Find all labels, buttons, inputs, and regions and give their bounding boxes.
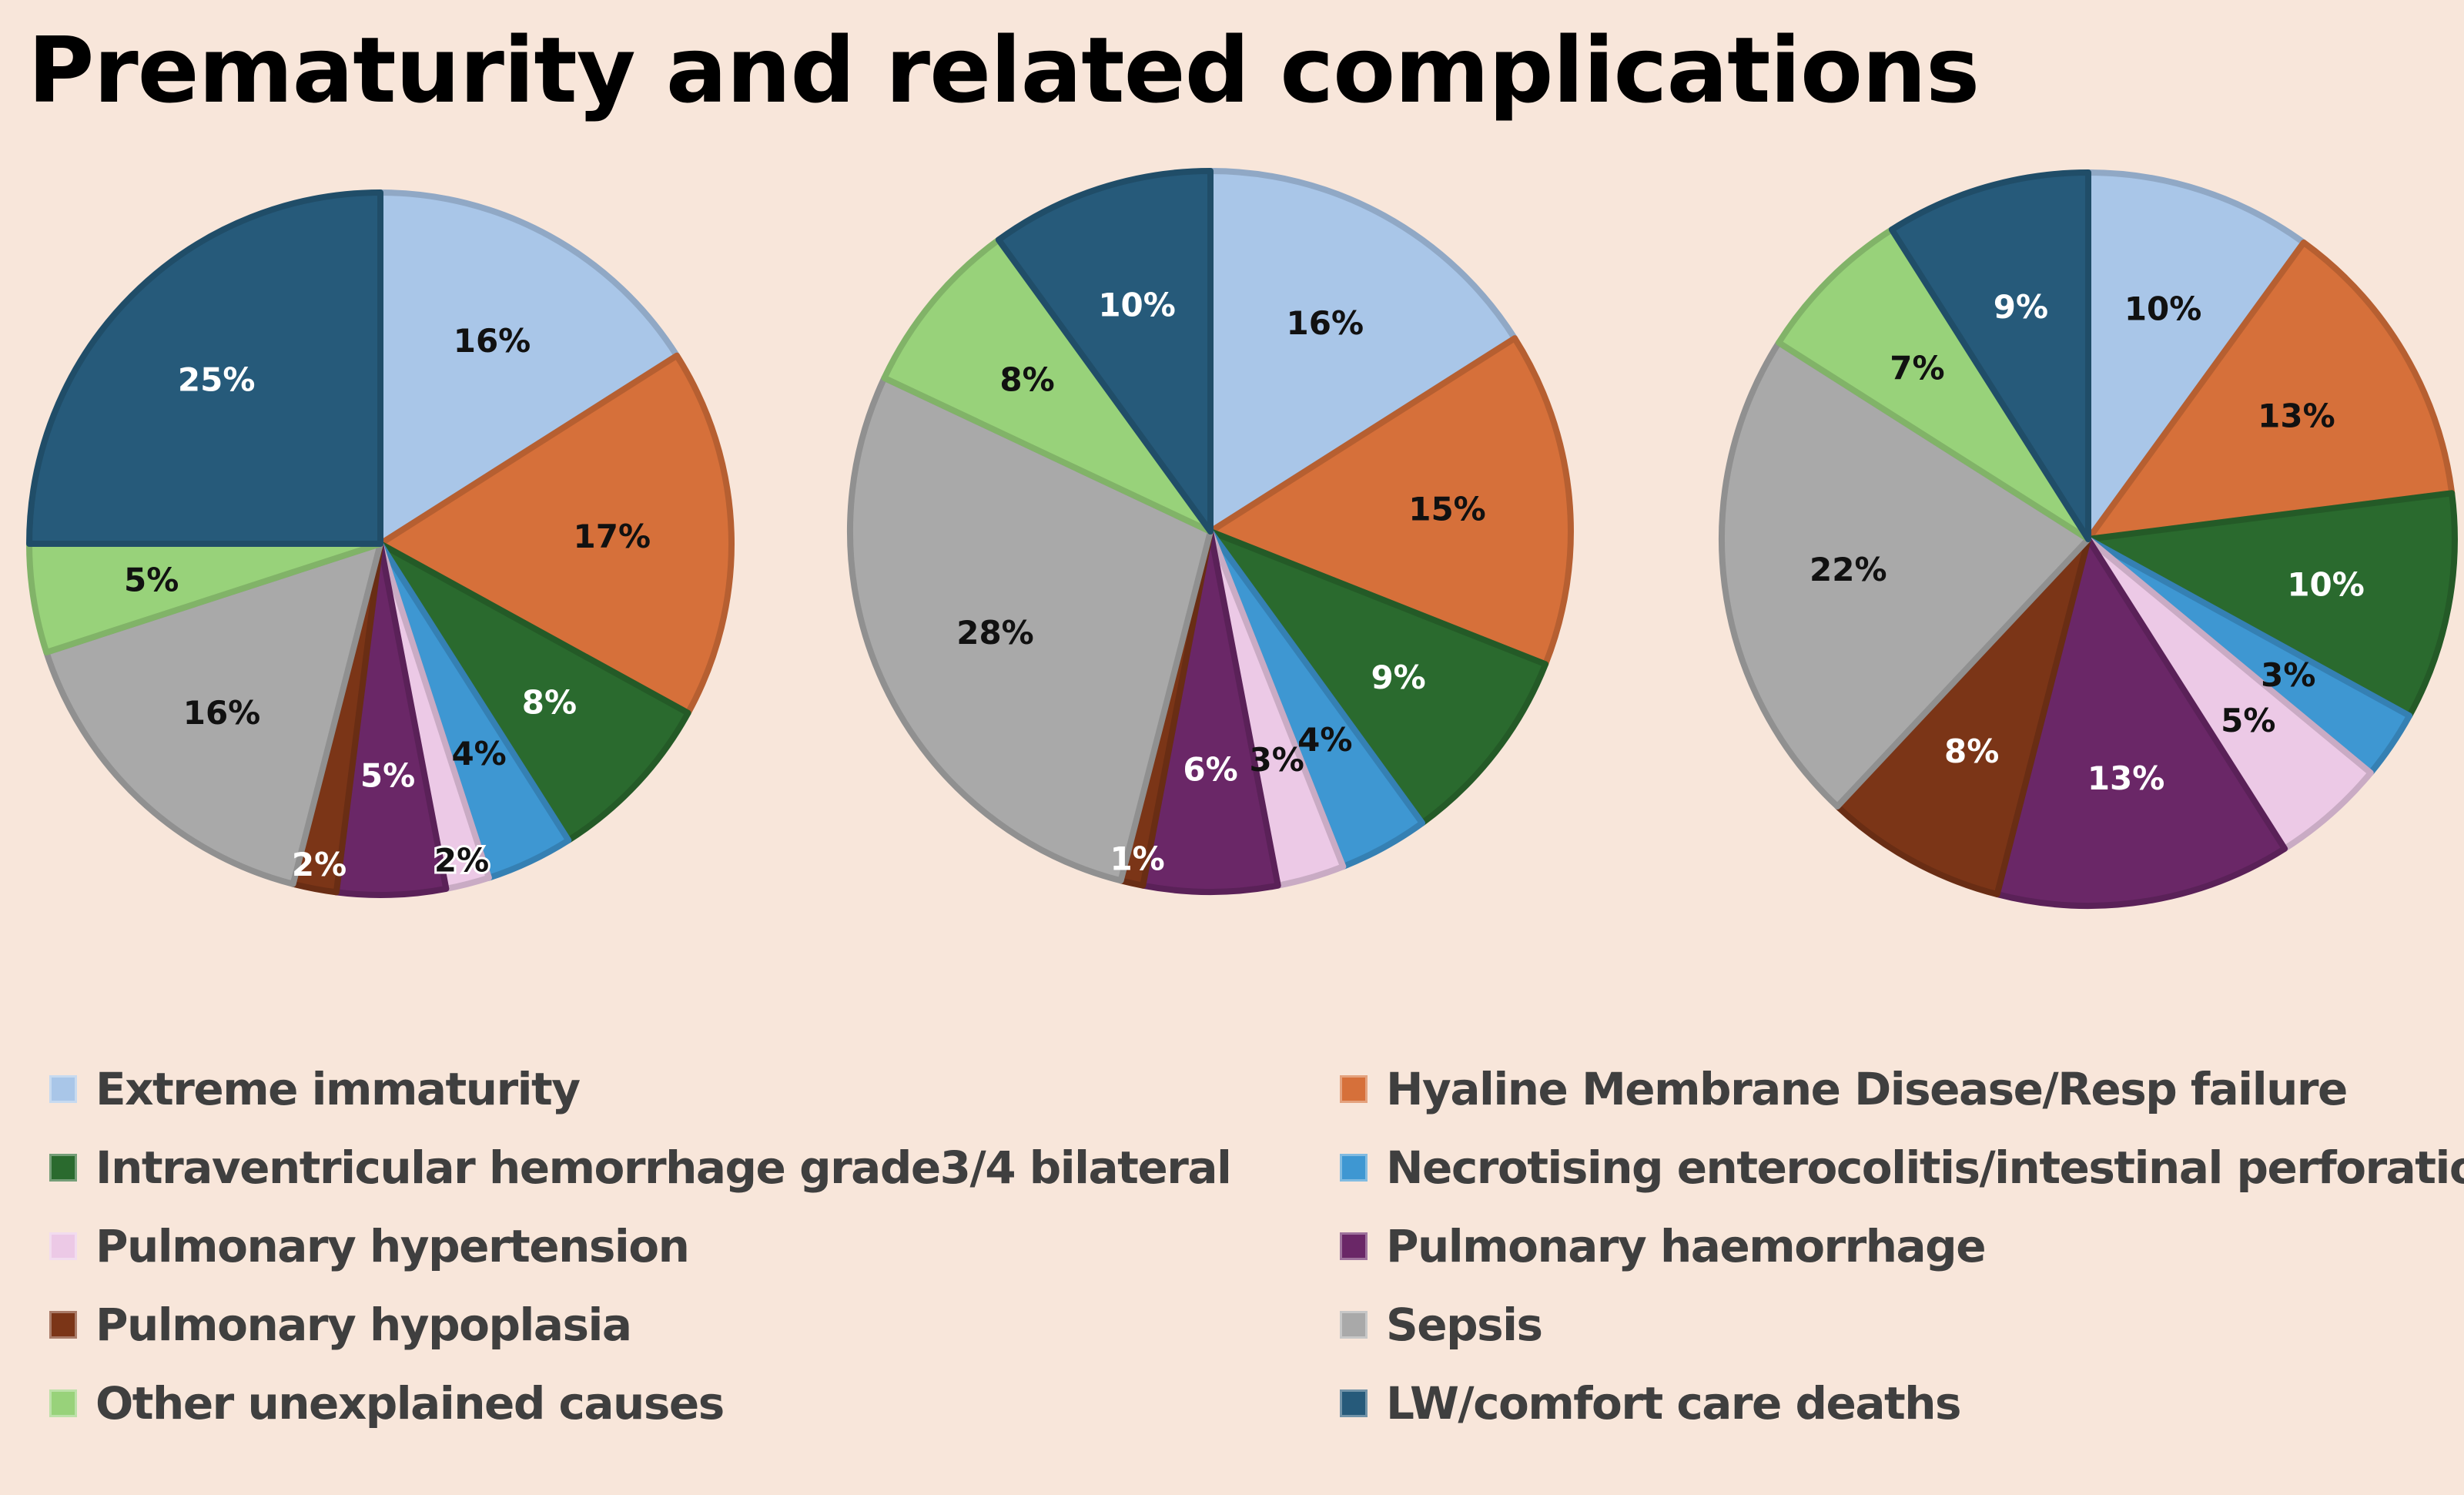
legend-swatch <box>49 1311 77 1339</box>
pie-slice <box>377 189 680 547</box>
pie-charts: 16%17%8%4%2%5%2%16%5%25%16%15%9%4%3%6%1%… <box>26 168 2458 909</box>
legend-label: Other unexplained causes <box>95 1377 725 1430</box>
legend-item: Extreme immaturity <box>49 1063 581 1115</box>
pie-slice <box>1140 528 1281 895</box>
slice-data-label: 28% <box>956 614 1034 652</box>
legend-label: Extreme immaturity <box>95 1063 581 1115</box>
legend-swatch <box>1340 1232 1368 1260</box>
pie-slice <box>1719 339 2091 810</box>
slice-data-label: 5% <box>360 756 415 794</box>
pie-chart-1: 16% 17% 8% 4% 2% 5% 2% 16% 5% 25% <box>26 189 735 898</box>
legend-item: Pulmonary haemorrhage <box>1340 1220 1987 1272</box>
pie-slice <box>2085 169 2307 542</box>
pie-slice <box>881 236 1214 535</box>
legend-label: Pulmonary hypoplasia <box>95 1299 632 1351</box>
legend-label: Pulmonary hypertension <box>95 1220 690 1272</box>
legend-item: Pulmonary hypertension <box>49 1220 690 1272</box>
pie-slice <box>2085 490 2458 719</box>
slice-data-label: 10% <box>1098 287 1176 324</box>
slice-data-label: 8% <box>522 684 577 722</box>
slice-data-label: 15% <box>1408 490 1486 528</box>
slice-data-label: 4% <box>1297 721 1352 759</box>
slice-data-label: 7% <box>1890 349 1944 387</box>
slice-data-label: 16% <box>454 322 531 360</box>
slice-data-label: 16% <box>1287 304 1364 342</box>
slice-data-label: 3% <box>1250 741 1304 779</box>
pie-slice <box>1888 169 2091 542</box>
slice-data-label: 4% <box>451 735 506 773</box>
legend-item: Intraventricular hemorrhage grade3/4 bil… <box>49 1141 1232 1194</box>
legend-swatch <box>49 1232 77 1260</box>
slice-data-label: 25% <box>178 361 256 399</box>
pie-slice <box>1207 168 1518 535</box>
legend-item: Sepsis <box>1340 1299 1543 1351</box>
pie-chart-3: 10% 13% 10% 3% 5% 13% 8% 22% 7% 9% <box>1719 169 2458 909</box>
slice-data-label: 10% <box>2124 290 2202 328</box>
pie-slice <box>377 352 735 716</box>
pie-slice <box>847 374 1214 884</box>
pie-slice <box>43 541 383 887</box>
slice-data-label: 22% <box>1810 551 1887 588</box>
legend-swatch <box>1340 1311 1368 1339</box>
legend-swatch <box>1340 1075 1368 1103</box>
pie-slice <box>2085 239 2456 542</box>
slice-data-label: 5% <box>124 561 179 599</box>
slice-data-label: 2% <box>292 846 346 883</box>
pie-slice <box>377 541 691 843</box>
slice-data-label: 6% <box>1183 750 1237 788</box>
legend-swatch <box>1340 1389 1368 1417</box>
pie-slice <box>1207 528 1549 826</box>
legend-item: Pulmonary hypoplasia <box>49 1299 632 1351</box>
slice-data-label: 8% <box>1944 732 1999 770</box>
legend-label: Sepsis <box>1386 1299 1543 1351</box>
slice-data-label: 8% <box>999 361 1054 399</box>
legend-swatch <box>49 1075 77 1103</box>
legend-swatch <box>49 1389 77 1417</box>
legend-swatch <box>49 1154 77 1182</box>
pie-slice <box>1207 335 1574 668</box>
slice-data-label: 10% <box>2287 565 2365 603</box>
pie-chart-2: 16% 15% 9% 4%3% 6% 1% 28% 8% 10% <box>847 168 1574 895</box>
slice-data-label: 5% <box>2221 702 2275 739</box>
legend-label: LW/comfort care deaths <box>1386 1377 1962 1430</box>
legend-label: Necrotising enterocolitis/intestinal per… <box>1386 1141 2464 1194</box>
slice-data-label: 2% <box>434 841 489 879</box>
legend-item: Necrotising enterocolitis/intestinal per… <box>1340 1141 2464 1194</box>
pie-slice <box>26 189 383 547</box>
legend-label: Hyaline Membrane Disease/Resp failure <box>1386 1063 2348 1115</box>
legend-item: Other unexplained causes <box>49 1377 725 1430</box>
slice-data-label: 13% <box>2258 397 2335 435</box>
chart-title: Prematurity and related complications <box>28 17 1980 123</box>
legend-label: Intraventricular hemorrhage grade3/4 bil… <box>95 1141 1232 1194</box>
pie-slice <box>1994 536 2288 909</box>
slice-data-label: 9% <box>1371 659 1425 696</box>
pie-slice <box>1776 226 2091 542</box>
slice-data-label: 9% <box>1994 288 2048 326</box>
legend-swatch <box>1340 1154 1368 1182</box>
slice-data-label: 3% <box>2261 656 2315 694</box>
slice-data-label: 17% <box>574 518 651 555</box>
slice-data-label: 1% <box>1110 840 1164 877</box>
pie-slice <box>995 168 1214 535</box>
legend-item: LW/comfort care deaths <box>1340 1377 1962 1430</box>
slice-data-label: 13% <box>2087 759 2165 797</box>
pie-slice <box>1834 536 2091 897</box>
legend-label: Pulmonary haemorrhage <box>1386 1220 1987 1272</box>
slice-data-label: 16% <box>183 694 261 732</box>
legend-item: Hyaline Membrane Disease/Resp failure <box>1340 1063 2348 1115</box>
